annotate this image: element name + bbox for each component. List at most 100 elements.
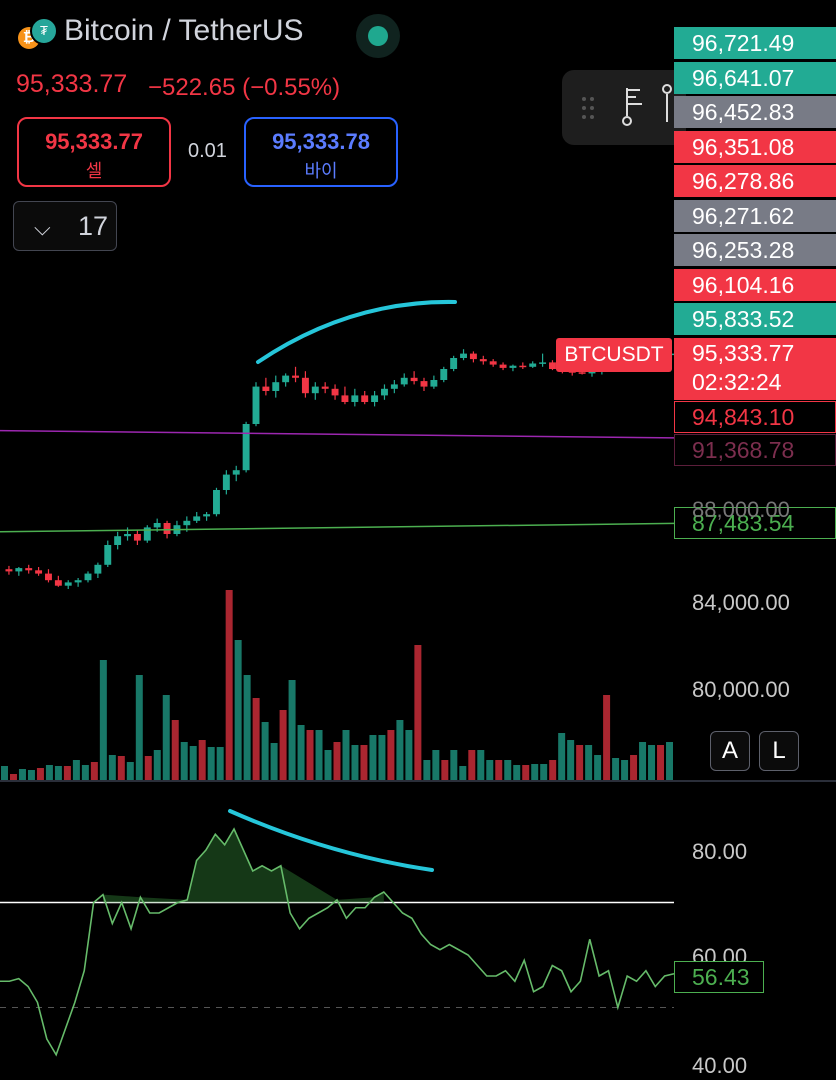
volume-bar: [513, 765, 521, 780]
volume-bar: [153, 750, 161, 780]
price-tag: 95,833.52: [674, 303, 836, 335]
price-tag: 96,278.86: [674, 165, 836, 197]
auto-scale-button[interactable]: A: [710, 731, 750, 771]
market-open-icon: [356, 14, 400, 58]
volume-bar: [567, 740, 575, 780]
volume-bar: [270, 743, 278, 780]
volume-bar: [333, 742, 341, 780]
volume-bar: [72, 760, 80, 780]
candle-body: [183, 520, 191, 526]
candle-body: [114, 536, 122, 545]
tether-icon: ₮: [30, 17, 58, 45]
volume-bar: [585, 745, 593, 780]
candle-body: [15, 568, 23, 572]
candle-body: [578, 372, 586, 374]
rsi-axis-40: 40.00: [692, 1053, 748, 1078]
volume-bar: [396, 720, 404, 780]
volume-bar: [207, 747, 215, 780]
symbol-tag: BTCUSDT: [556, 338, 672, 372]
candle-body: [321, 386, 329, 389]
candle-body: [153, 523, 161, 528]
floating-toolbar[interactable]: [562, 70, 686, 145]
candle-body: [460, 353, 467, 358]
candle-body: [35, 570, 43, 574]
volume-bar: [558, 733, 566, 780]
candle-body: [292, 375, 299, 378]
volume-bar: [252, 698, 260, 780]
rsi-divergence-line: [228, 809, 434, 872]
volume-bar: [432, 750, 440, 780]
candle-body: [64, 582, 72, 586]
candle-body: [94, 564, 102, 574]
candle-body: [450, 358, 458, 369]
candle-body: [331, 388, 339, 396]
volume-bar: [261, 722, 269, 780]
price-tag: 96,351.08: [674, 130, 836, 163]
candle-body: [84, 573, 92, 581]
price-tag: 96,104.16: [674, 268, 836, 301]
candle-body: [420, 381, 428, 387]
current-price-tag: 95,333.77 02:32:24: [674, 338, 836, 400]
candle-body: [371, 395, 379, 402]
buy-label: 바이: [304, 161, 338, 181]
candle-body: [222, 474, 230, 490]
volume-bar: [288, 680, 296, 780]
candle-body: [529, 363, 537, 367]
volume-bar: [576, 745, 584, 780]
candle-body: [361, 395, 369, 402]
price-axis-88000: 88,000.00: [692, 497, 790, 522]
volume-bar: [459, 766, 467, 780]
symbol-title[interactable]: Bitcoin / TetherUS: [64, 14, 304, 47]
candle-body: [479, 359, 487, 362]
toolbar-icons: [582, 84, 672, 126]
volume-bar: [63, 766, 71, 780]
volume-bar: [81, 765, 89, 780]
green-moving-average-line: [0, 522, 675, 533]
volume-bar: [504, 760, 512, 780]
volume-bar: [144, 756, 152, 780]
price-tag: 96,452.83: [674, 96, 836, 128]
volume-bar: [162, 695, 170, 780]
rsi-axis-80: 80.00: [692, 839, 748, 864]
volume-bar: [549, 760, 557, 780]
volume-bar: [225, 590, 233, 780]
candle-body: [351, 395, 359, 402]
indicator-count: 17: [78, 211, 109, 241]
green-ma-tag: 87,483.54: [674, 507, 836, 539]
candle-body: [252, 386, 260, 424]
candle-body: [519, 365, 527, 368]
volume-bar: [36, 768, 44, 780]
sell-price: 95,333.77: [45, 129, 143, 154]
collapse-indicators-button[interactable]: ⌵ 17: [13, 201, 117, 251]
volume-bar: [279, 710, 287, 780]
volume-bar: [360, 745, 368, 780]
price-tag: 96,271.62: [674, 199, 836, 232]
candle-body: [242, 424, 250, 471]
volume-bar: [297, 725, 305, 780]
volume-bar: [540, 764, 548, 780]
volume-bar: [657, 745, 665, 780]
candle-body: [25, 568, 33, 571]
candle-body: [193, 516, 201, 521]
log-scale-button[interactable]: L: [759, 731, 799, 771]
candle-body: [440, 369, 448, 380]
volume-bar: [351, 745, 359, 780]
buy-price: 95,333.78: [272, 129, 370, 154]
volume-bar: [9, 774, 17, 780]
volume-bar: [18, 769, 26, 780]
buy-button[interactable]: 95,333.78 바이: [244, 117, 398, 187]
volume-bar: [90, 762, 98, 780]
volume-bar: [666, 742, 673, 780]
candle-body: [104, 545, 112, 565]
rsi-pane: [0, 827, 675, 1057]
volume-bar: [99, 660, 107, 780]
volume-bar: [369, 735, 377, 780]
price-axis-80000: 80,000.00: [692, 677, 790, 702]
candle-body: [410, 377, 418, 382]
candle-body: [499, 364, 507, 368]
sell-button[interactable]: 95,333.77 셀: [17, 117, 171, 187]
purple-level-tag: 91,368.78: [674, 434, 836, 466]
volume-bar: [117, 756, 125, 780]
drag-handle-icon: [582, 97, 594, 119]
